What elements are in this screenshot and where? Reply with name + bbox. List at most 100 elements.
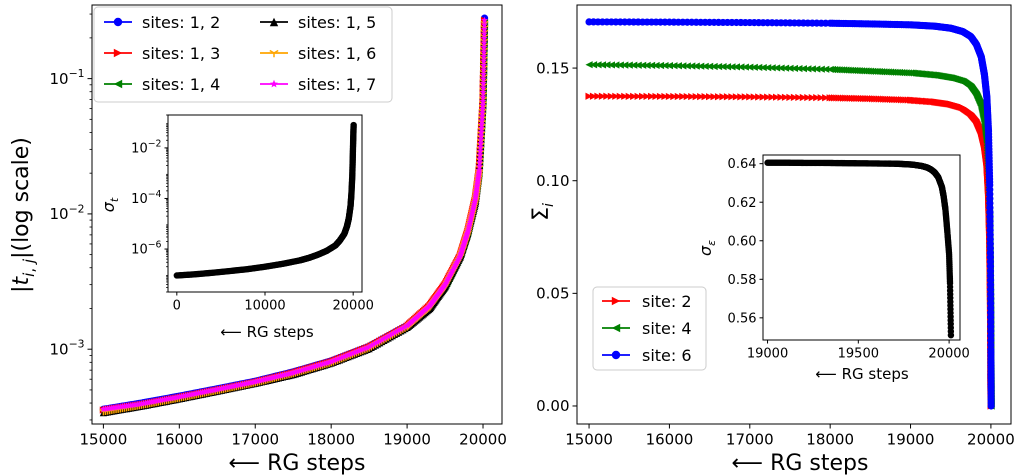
data-point — [710, 93, 718, 101]
left-inset-plot-area — [173, 121, 357, 279]
data-point — [674, 62, 682, 70]
data-point — [768, 64, 776, 72]
right-main-panel: 15000 16000 17000 18000 19000 20000 0.000.050… — [529, 4, 1015, 475]
data-point — [795, 93, 803, 102]
data-point — [683, 92, 691, 101]
data-point — [781, 93, 790, 101]
data-point — [475, 166, 483, 174]
right-inset-panel: 19000 19500 20000 0.56 0.58 0.60 0.62 0.64 ⟵ R… — [696, 154, 970, 383]
data-point — [804, 65, 812, 73]
y-tick-label: 0.60 — [728, 234, 757, 249]
data-point — [643, 61, 651, 69]
data-point — [298, 366, 306, 374]
left-inset-panel: 0 10000 20000 10−6 10−4 10−2 ⟵ RG steps σt — [99, 114, 374, 341]
data-point — [480, 75, 487, 82]
data-point — [327, 357, 335, 365]
legend-label: site: 2 — [642, 292, 692, 311]
data-point — [692, 62, 700, 70]
right-main-plot-area — [585, 18, 995, 410]
x-tick-label: 19000 — [383, 431, 431, 449]
right-main-frame — [576, 4, 1012, 425]
data-point — [625, 61, 633, 69]
data-point — [598, 92, 607, 100]
data-point — [302, 365, 310, 372]
data-point — [755, 93, 763, 101]
data-point — [607, 61, 615, 69]
data-point — [594, 61, 602, 69]
x-tick-label: 20000 — [967, 431, 1015, 449]
data-point — [323, 359, 331, 366]
data-point — [643, 92, 651, 100]
data-point — [338, 353, 346, 361]
data-point — [737, 63, 745, 71]
legend-marker — [113, 79, 123, 89]
data-point — [764, 64, 772, 72]
data-point — [607, 92, 615, 100]
data-point — [661, 61, 669, 70]
data-point — [621, 61, 629, 69]
data-point — [355, 347, 363, 354]
data-point — [630, 61, 638, 69]
data-point — [357, 346, 365, 354]
data-point — [350, 349, 358, 356]
data-point — [679, 62, 687, 70]
y-tick-label: 0.10 — [536, 172, 569, 190]
legend-box — [592, 286, 707, 371]
data-point — [822, 65, 830, 73]
data-point — [697, 62, 705, 70]
legend-entry: sites: 1, 4 — [104, 75, 220, 94]
y-tick-label: 0.15 — [536, 59, 569, 77]
legend-entry: site: 6 — [602, 346, 692, 365]
data-point — [772, 93, 781, 101]
legend-entry: sites: 1, 2 — [104, 13, 220, 32]
legend-marker — [269, 17, 279, 27]
data-point — [388, 330, 396, 337]
data-point — [612, 61, 620, 69]
data-point — [399, 324, 407, 332]
data-point — [374, 338, 381, 346]
data-point — [363, 344, 371, 351]
legend-label: sites: 1, 5 — [298, 13, 376, 32]
legend-marker — [113, 17, 123, 27]
legend-marker — [270, 79, 278, 88]
data-point — [397, 325, 405, 333]
data-point — [786, 93, 794, 101]
x-tick-label: 16000 — [646, 431, 694, 449]
data-point — [759, 93, 767, 101]
data-point — [656, 92, 665, 101]
y-tick-label: 10−2 — [131, 139, 161, 157]
right-main-x-label: ⟵ RG steps — [732, 451, 869, 475]
data-point — [714, 62, 723, 71]
y-tick-label: 10−3 — [49, 338, 84, 359]
data-point — [334, 355, 341, 363]
series-data-0 — [173, 121, 357, 279]
data-point — [478, 113, 486, 120]
x-tick-label: 18000 — [307, 431, 355, 449]
right-inset-x-ticks: 19000 19500 20000 — [747, 340, 970, 362]
legend-entry: sites: 1, 7 — [260, 75, 376, 94]
data-point — [799, 65, 807, 73]
data-point — [384, 332, 392, 340]
data-point — [755, 63, 763, 72]
data-point — [476, 162, 483, 170]
data-point — [808, 94, 816, 102]
data-point — [480, 70, 487, 78]
data-point — [296, 367, 303, 374]
data-point — [647, 92, 656, 101]
x-tick-label: 17000 — [231, 431, 279, 449]
data-point — [344, 351, 352, 358]
data-point — [701, 93, 709, 101]
series-data-0 — [764, 159, 955, 339]
right-main-y-label: Σi — [529, 203, 557, 221]
left-inset-y-label: σt — [99, 197, 121, 212]
data-point — [804, 93, 812, 102]
x-tick-label: 19500 — [838, 347, 879, 362]
data-point — [479, 93, 487, 100]
data-point — [317, 361, 325, 368]
data-point — [639, 92, 647, 100]
data-point — [589, 92, 598, 100]
y-tick-label: 0.58 — [728, 273, 757, 288]
data-point — [764, 93, 772, 101]
data-point — [674, 92, 682, 101]
